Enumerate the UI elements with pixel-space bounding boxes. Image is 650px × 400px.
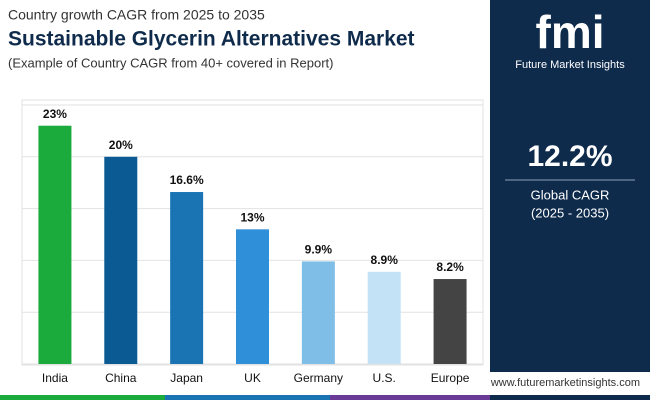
x-tick-label: Japan: [170, 371, 203, 385]
plot-frame: [21, 99, 484, 366]
subtitle: (Example of Country CAGR from 40+ covere…: [8, 55, 334, 70]
footer-strip: [0, 395, 165, 400]
bar: [170, 192, 204, 364]
value-label: 8.2%: [436, 260, 464, 274]
bar: [433, 279, 467, 364]
bar: [301, 261, 335, 364]
chart-title: Sustainable Glycerin Alternatives Market: [8, 28, 415, 51]
x-tick-label: U.S.: [373, 371, 396, 385]
side-panel: [490, 0, 650, 372]
website: www.futuremarketinsights.com: [490, 377, 640, 389]
value-label: 13%: [240, 210, 264, 224]
value-label: 9.9%: [305, 243, 333, 257]
bar: [38, 125, 72, 364]
bar: [367, 271, 401, 364]
footer-strip: [165, 395, 330, 400]
global-cagr-value: 12.2%: [527, 140, 612, 173]
footer-strip: [330, 395, 490, 400]
value-label: 20%: [109, 138, 133, 152]
global-cagr-label: Global CAGR: [531, 187, 610, 202]
x-tick-label: India: [42, 371, 68, 385]
supertitle: Country growth CAGR from 2025 to 2035: [8, 7, 265, 23]
bar: [104, 156, 138, 364]
value-label: 16.6%: [170, 173, 204, 187]
logo-mark: fmi: [536, 6, 605, 58]
value-label: 23%: [43, 107, 67, 121]
bar: [236, 229, 269, 364]
x-tick-label: Europe: [431, 371, 470, 385]
x-tick-label: UK: [244, 371, 261, 385]
x-tick-label: China: [105, 371, 137, 385]
value-label: 8.9%: [371, 253, 399, 267]
footer-strip: [490, 395, 650, 400]
global-cagr-period: (2025 - 2035): [531, 205, 609, 220]
logo-name: Future Market Insights: [515, 59, 625, 71]
x-tick-label: Germany: [294, 371, 343, 385]
